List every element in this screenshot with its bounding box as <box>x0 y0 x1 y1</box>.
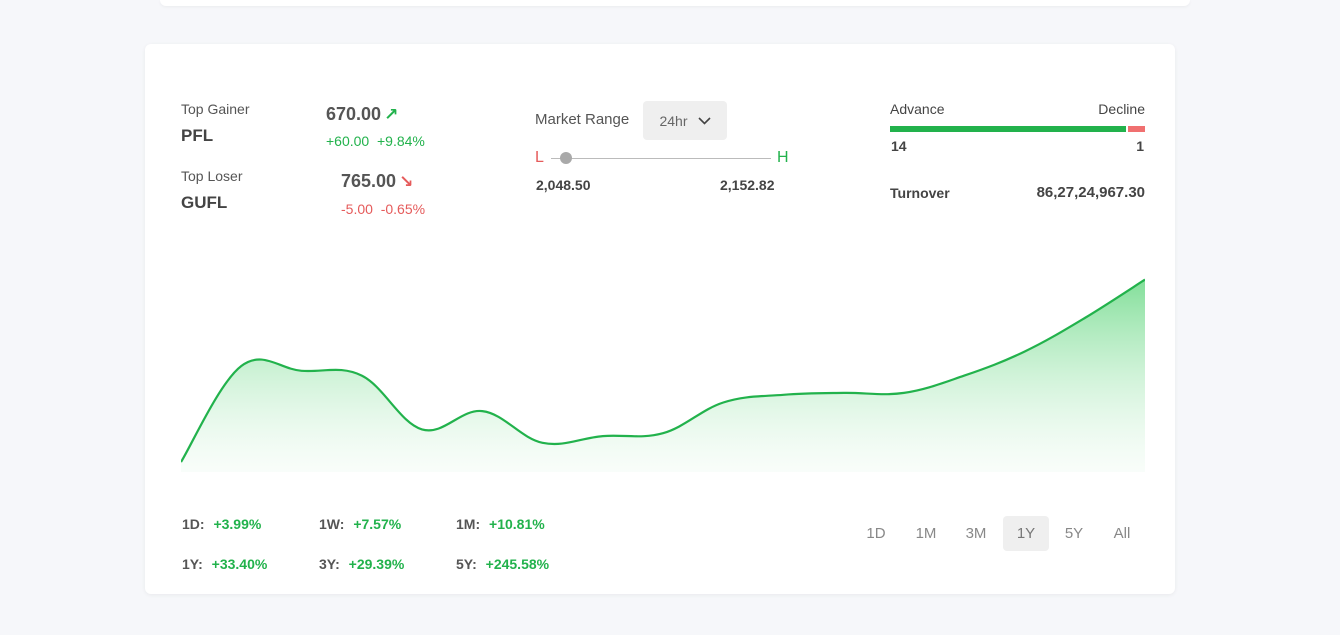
top-loser-change-pct: -0.65% <box>380 201 426 217</box>
range-slider-track <box>551 158 771 159</box>
top-gainer-change: +60.00 +9.84% <box>326 133 425 149</box>
return-label: 1M: <box>456 516 481 532</box>
series-line <box>181 278 1145 463</box>
range-low-value: 2,048.50 <box>536 177 591 193</box>
range-high-value: 2,152.82 <box>720 177 775 193</box>
return-label: 1W: <box>319 516 345 532</box>
market-summary-card: Top Gainer PFL 670.00 ↗ +60.00 +9.84% Top… <box>145 44 1175 594</box>
return-value: +7.57% <box>353 516 402 532</box>
timeframe-1m-button[interactable]: 1M <box>915 525 937 542</box>
top-loser-change-value: -5.00 <box>341 201 373 217</box>
turnover-value: 86,27,24,967.30 <box>1036 184 1145 201</box>
top-gainer-price: 670.00 ↗ <box>326 104 398 125</box>
advance-count: 14 <box>891 138 907 154</box>
top-gainer-label: Top Gainer <box>181 101 250 117</box>
arrow-down-icon: ↘ <box>399 172 414 191</box>
top-loser-label: Top Loser <box>181 168 243 184</box>
timeframe-1y-button[interactable]: 1Y <box>1003 516 1049 551</box>
top-gainer-change-pct: +9.84% <box>377 133 425 149</box>
return-label: 1D: <box>182 516 205 532</box>
return-value: +10.81% <box>489 516 545 532</box>
return-label: 1Y: <box>182 556 203 572</box>
decline-count: 1 <box>1136 138 1144 154</box>
return-1w: 1W: +7.57% <box>319 516 401 534</box>
top-gainer-change-value: +60.00 <box>326 133 370 149</box>
timeframe-5y-button[interactable]: 5Y <box>1064 525 1084 542</box>
market-range-period-value: 24hr <box>659 112 688 129</box>
return-3y: 3Y: +29.39% <box>319 556 404 574</box>
top-loser-price-value: 765.00 <box>341 171 397 191</box>
timeframe-1d-button[interactable]: 1D <box>866 525 886 542</box>
chevron-down-icon <box>697 116 711 125</box>
top-loser-price: 765.00 ↘ <box>341 171 413 192</box>
market-range-period-select[interactable]: 24hr <box>643 101 727 140</box>
return-label: 5Y: <box>456 556 477 572</box>
top-gainer-symbol[interactable]: PFL <box>181 126 214 145</box>
decline-label: Decline <box>1098 101 1145 117</box>
top-loser-symbol[interactable]: GUFL <box>181 193 228 212</box>
return-label: 3Y: <box>319 556 340 572</box>
advance-bar <box>890 126 1126 132</box>
arrow-up-icon: ↗ <box>384 105 399 124</box>
return-value: +245.58% <box>485 556 550 572</box>
market-range-label: Market Range <box>535 111 630 128</box>
return-value: +33.40% <box>211 556 268 572</box>
range-high-label: H <box>777 149 789 166</box>
timeframe-all-button[interactable]: All <box>1113 525 1131 542</box>
turnover-label: Turnover <box>890 185 950 201</box>
return-value: +3.99% <box>213 516 262 532</box>
area-fill <box>181 279 1145 472</box>
top-gainer-price-value: 670.00 <box>326 104 382 124</box>
range-low-label: L <box>535 149 544 166</box>
timeframe-3m-button[interactable]: 3M <box>965 525 987 542</box>
return-1m: 1M: +10.81% <box>456 516 545 534</box>
top-loser-change: -5.00 -0.65% <box>341 201 425 217</box>
price-area-chart <box>181 278 1145 472</box>
range-slider-knob <box>560 152 572 164</box>
return-1y: 1Y: +33.40% <box>182 556 267 574</box>
return-value: +29.39% <box>348 556 405 572</box>
return-1d: 1D: +3.99% <box>182 516 261 534</box>
top-card-edge <box>160 0 1190 6</box>
decline-bar <box>1128 126 1145 132</box>
return-5y: 5Y: +245.58% <box>456 556 549 574</box>
advance-label: Advance <box>890 101 945 117</box>
